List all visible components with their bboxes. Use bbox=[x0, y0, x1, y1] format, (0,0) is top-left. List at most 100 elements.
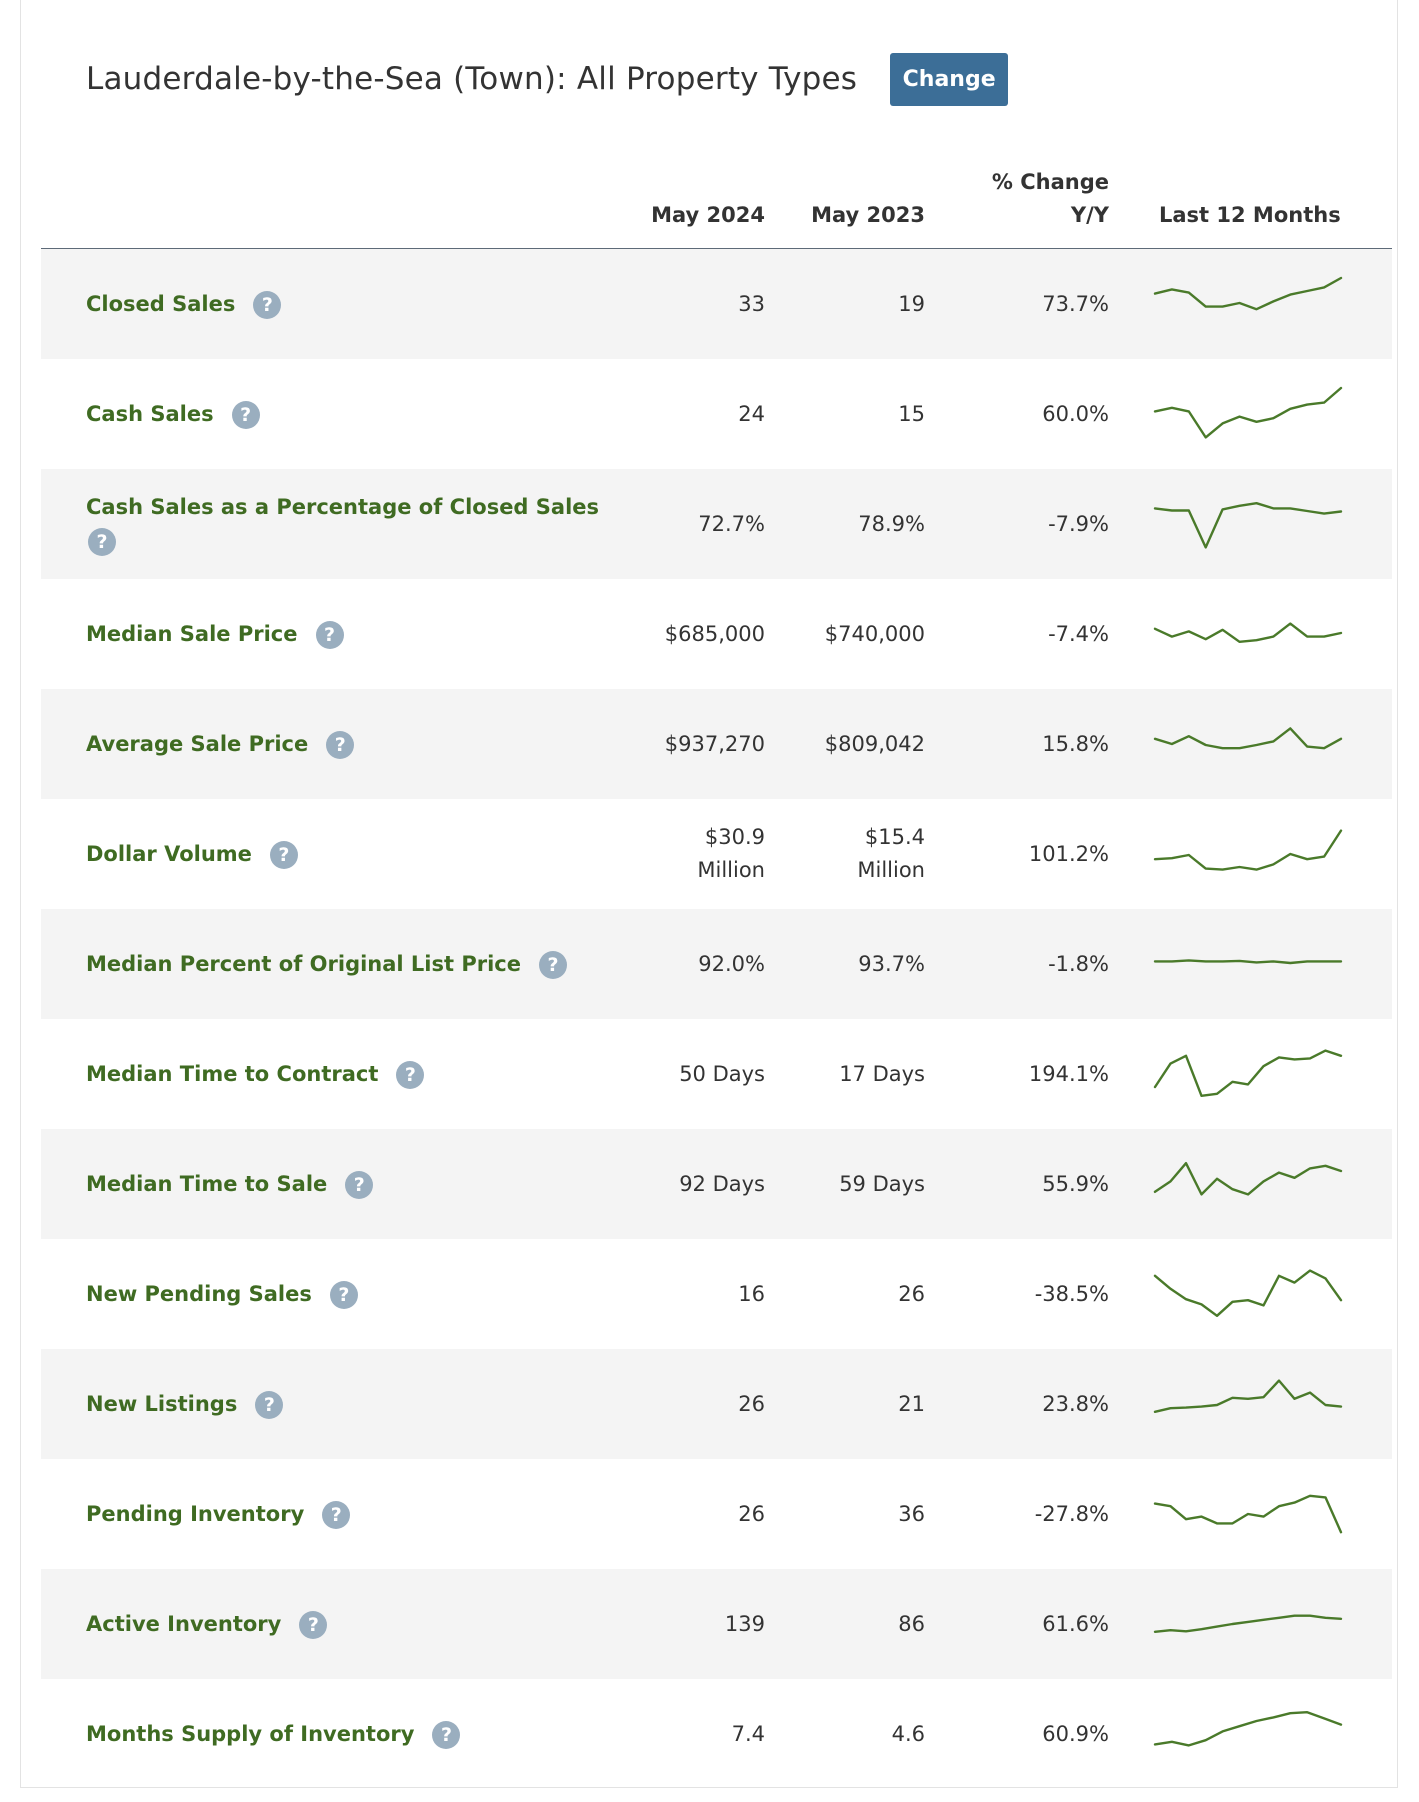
prior-value-text: 93.7% bbox=[858, 951, 925, 976]
pct-change-value-text: -1.8% bbox=[1048, 951, 1109, 976]
metric-label: Median Time to Sale? bbox=[86, 1167, 374, 1201]
column-header-pct-line1: % Change bbox=[991, 170, 1109, 194]
help-icon[interactable]: ? bbox=[322, 1501, 351, 1529]
prior-value-text: $809,042 bbox=[824, 731, 925, 756]
pct-change-value-text: 60.9% bbox=[1042, 1721, 1109, 1746]
help-icon[interactable]: ? bbox=[231, 401, 260, 429]
row-label-cell: Months Supply of Inventory? bbox=[86, 1679, 606, 1789]
table-row: New Listings? 26 21 23.8% bbox=[41, 1349, 1392, 1459]
help-icon[interactable]: ? bbox=[326, 731, 355, 759]
prior-value-text: 21 bbox=[898, 1391, 925, 1416]
help-icon[interactable]: ? bbox=[88, 528, 116, 556]
pct-change-value-text: 60.0% bbox=[1042, 401, 1109, 426]
pct-change-value: 61.6% bbox=[969, 1569, 1109, 1679]
sparkline-chart bbox=[1153, 829, 1343, 871]
current-value-text: 92.0% bbox=[698, 951, 765, 976]
pct-change-value: -7.4% bbox=[969, 579, 1109, 689]
current-value: 26 bbox=[645, 1349, 765, 1459]
pct-change-value: 15.8% bbox=[969, 689, 1109, 799]
pct-change-value: 60.9% bbox=[969, 1679, 1109, 1789]
sparkline-series bbox=[1153, 276, 1343, 311]
page-title: Lauderdale-by-the-Sea (Town): All Proper… bbox=[86, 61, 858, 97]
help-icon[interactable]: ? bbox=[329, 1281, 358, 1309]
sparkline-chart bbox=[1153, 276, 1343, 311]
prior-value-text: 86 bbox=[898, 1611, 925, 1636]
pct-change-value-text: -27.8% bbox=[1034, 1501, 1109, 1526]
help-icon[interactable]: ? bbox=[396, 1061, 425, 1089]
prior-value-text: $15.4 Million bbox=[857, 825, 925, 882]
prior-value: 26 bbox=[805, 1239, 925, 1349]
current-value: 139 bbox=[645, 1569, 765, 1679]
row-label-cell: Median Time to Contract? bbox=[86, 1019, 606, 1129]
pct-change-value-text: 73.7% bbox=[1042, 291, 1109, 316]
sparkline-chart bbox=[1153, 727, 1343, 750]
help-icon[interactable]: ? bbox=[315, 621, 344, 649]
metric-label-text: Cash Sales bbox=[86, 402, 214, 426]
sparkline-series bbox=[1153, 1711, 1343, 1747]
sparkline-series bbox=[1153, 1049, 1343, 1097]
help-icon[interactable]: ? bbox=[432, 1721, 461, 1749]
current-value-text: $685,000 bbox=[664, 621, 765, 646]
current-value: 72.7% bbox=[645, 469, 765, 579]
table-row: Median Time to Sale? 92 Days 59 Days 55.9% bbox=[41, 1129, 1392, 1239]
metric-label-text: Dollar Volume bbox=[86, 842, 252, 866]
pct-change-value: -38.5% bbox=[969, 1239, 1109, 1349]
help-icon[interactable]: ? bbox=[269, 841, 298, 869]
prior-value: 4.6 bbox=[805, 1679, 925, 1789]
row-label-cell: Average Sale Price? bbox=[86, 689, 606, 799]
prior-value: 36 bbox=[805, 1459, 925, 1569]
prior-value: 86 bbox=[805, 1569, 925, 1679]
current-value: 33 bbox=[645, 249, 765, 359]
help-icon[interactable]: ? bbox=[299, 1611, 328, 1639]
prior-value: 78.9% bbox=[805, 469, 925, 579]
current-value-text: 139 bbox=[724, 1611, 765, 1636]
prior-value-text: 17 Days bbox=[839, 1061, 925, 1086]
help-icon[interactable]: ? bbox=[539, 951, 567, 979]
row-label-cell: Cash Sales as a Percentage of Closed Sal… bbox=[86, 469, 606, 579]
pct-change-value: 101.2% bbox=[969, 799, 1109, 909]
sparkline-series bbox=[1153, 1379, 1343, 1413]
prior-value: $15.4 Million bbox=[805, 799, 925, 909]
current-value-text: $937,270 bbox=[664, 731, 765, 756]
prior-value-text: 78.9% bbox=[858, 511, 925, 536]
current-value: $30.9 Million bbox=[645, 799, 765, 909]
pct-change-value-text: 55.9% bbox=[1042, 1171, 1109, 1196]
sparkline-chart bbox=[1153, 386, 1343, 439]
pct-change-value-text: 194.1% bbox=[1028, 1061, 1109, 1086]
sparkline-series bbox=[1153, 622, 1343, 643]
current-value-text: 7.4 bbox=[731, 1721, 765, 1746]
metric-label-text: Median Sale Price bbox=[86, 622, 298, 646]
row-label-cell: Median Time to Sale? bbox=[86, 1129, 606, 1239]
pct-change-value-text: -38.5% bbox=[1034, 1281, 1109, 1306]
change-button[interactable]: Change bbox=[890, 52, 1009, 106]
table-row: Median Time to Contract? 50 Days 17 Days 19… bbox=[41, 1019, 1392, 1129]
metric-label: Cash Sales? bbox=[86, 397, 260, 431]
sparkline-series bbox=[1153, 829, 1343, 871]
help-icon[interactable]: ? bbox=[345, 1171, 374, 1199]
prior-value-text: 4.6 bbox=[891, 1721, 925, 1746]
sparkline-series bbox=[1153, 502, 1343, 549]
sparkline-chart bbox=[1153, 1614, 1343, 1633]
title-row: Lauderdale-by-the-Sea (Town): All Proper… bbox=[86, 52, 1009, 106]
current-value: 16 bbox=[645, 1239, 765, 1349]
prior-value: 17 Days bbox=[805, 1019, 925, 1129]
help-icon[interactable]: ? bbox=[253, 291, 282, 319]
current-value: 50 Days bbox=[645, 1019, 765, 1129]
current-value: 92.0% bbox=[645, 909, 765, 1019]
column-header-current: May 2024 bbox=[651, 203, 765, 227]
table-row: Average Sale Price? $937,270 $809,042 15.8% bbox=[41, 689, 1392, 799]
table-row: Months Supply of Inventory? 7.4 4.6 60.9% bbox=[41, 1679, 1392, 1789]
metric-label: Dollar Volume? bbox=[86, 837, 298, 871]
help-icon[interactable]: ? bbox=[255, 1391, 284, 1419]
sparkline-chart bbox=[1153, 1049, 1343, 1097]
prior-value: $740,000 bbox=[805, 579, 925, 689]
pct-change-value-text: 101.2% bbox=[1028, 841, 1109, 866]
row-label-cell: Dollar Volume? bbox=[86, 799, 606, 909]
prior-value: 59 Days bbox=[805, 1129, 925, 1239]
row-label-cell: Closed Sales? bbox=[86, 249, 606, 359]
metric-label: Median Sale Price? bbox=[86, 617, 344, 651]
sparkline-chart bbox=[1153, 1494, 1343, 1534]
metric-label: Average Sale Price? bbox=[86, 727, 355, 761]
metric-label: Closed Sales? bbox=[86, 287, 282, 321]
row-label-cell: Median Percent of Original List Price? bbox=[86, 909, 606, 1019]
